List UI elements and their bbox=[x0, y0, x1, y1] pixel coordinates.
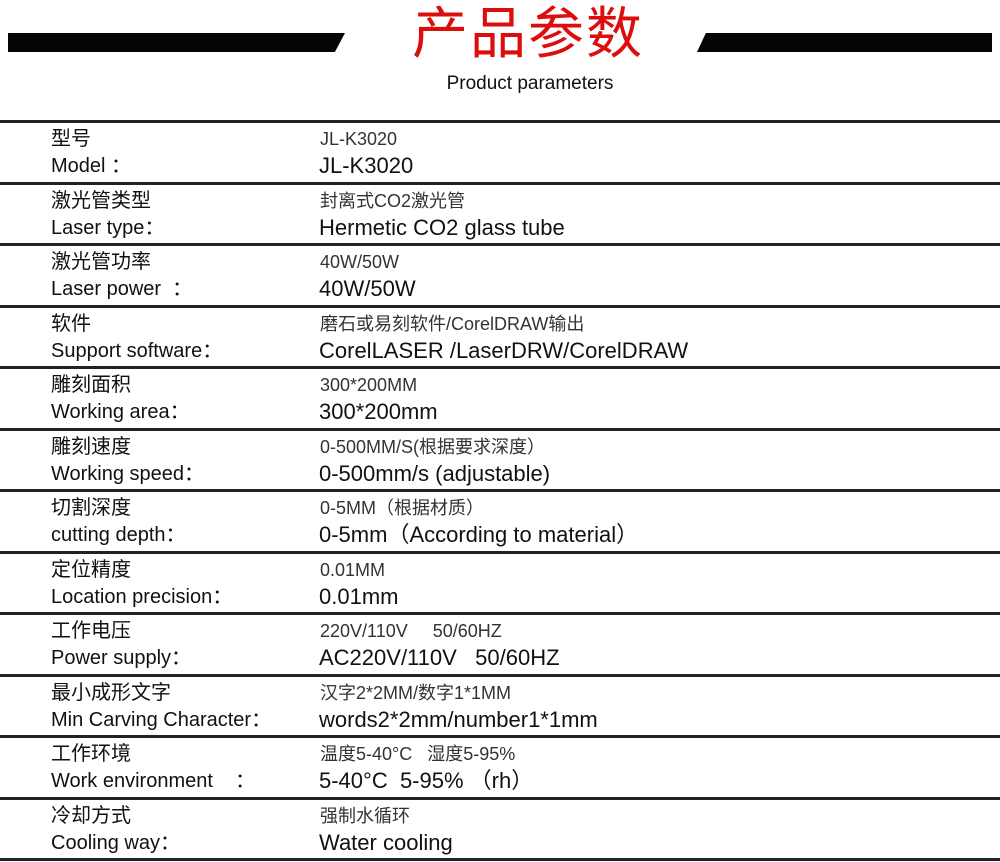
param-label-cn: 型号 bbox=[51, 128, 91, 150]
page-subtitle: Product parameters bbox=[446, 73, 614, 94]
param-label-cn: 雕刻速度 bbox=[51, 435, 131, 458]
param-value-en: words2*2mm/number1*1mm bbox=[319, 706, 598, 732]
param-value-cn: 300*200MM bbox=[320, 375, 418, 395]
param-value-en: 0-500mm/s (adjustable) bbox=[319, 460, 551, 486]
param-label-en: cutting depth： bbox=[51, 524, 186, 546]
decorative-bar-left bbox=[8, 33, 345, 52]
param-label-en: Working area： bbox=[51, 401, 190, 423]
param-label-en: Laser power ： bbox=[51, 278, 193, 300]
param-value-cn: 220V/110V 50/60HZ bbox=[320, 621, 502, 641]
param-value-en: 0-5mm（According to material） bbox=[319, 522, 639, 547]
param-label-cn: 工作电压 bbox=[51, 620, 131, 642]
param-value-cn: 0-500MM/S(根据要求深度） bbox=[320, 436, 546, 457]
param-label-cn: 定位精度 bbox=[51, 558, 131, 581]
param-label-en: Working speed： bbox=[51, 462, 205, 485]
param-value-en: 0.01mm bbox=[319, 583, 399, 609]
param-label-en: Laser type： bbox=[51, 216, 165, 239]
param-value-en: CorelLASER /LaserDRW/CorelDRAW bbox=[319, 337, 689, 363]
param-value-en: Hermetic CO2 glass tube bbox=[319, 214, 565, 240]
parameter-row: 定位精度 Location precision： 0.01MM 0.01mm bbox=[0, 550, 1000, 613]
param-value-en: AC220V/110V 50/60HZ bbox=[319, 645, 560, 670]
param-label-cn: 最小成形文字 bbox=[51, 681, 171, 704]
param-label-cn: 工作环境 bbox=[51, 743, 131, 765]
parameter-row: 激光管功率 Laser power ： 40W/50W 40W/50W bbox=[0, 243, 1000, 305]
param-label-cn: 激光管功率 bbox=[51, 251, 151, 273]
parameter-row: 雕刻面积 Working area： 300*200MM 300*200mm bbox=[0, 366, 1000, 428]
parameter-row: 冷却方式 Cooling way： 强制水循环 Water cooling bbox=[0, 796, 1000, 861]
parameter-row: 最小成形文字 Min Carving Character： 汉字2*2MM/数字1*… bbox=[0, 673, 1000, 736]
param-value-en: 40W/50W bbox=[319, 276, 416, 301]
param-value-cn: 强制水循环 bbox=[320, 805, 410, 826]
parameter-row: 雕刻速度 Working speed： 0-500MM/S(根据要求深度） 0-500… bbox=[0, 427, 1000, 490]
param-value-en: 300*200mm bbox=[319, 399, 438, 424]
param-value-en: Water cooling bbox=[319, 829, 453, 855]
param-value-cn: 汉字2*2MM/数字1*1MM bbox=[320, 682, 512, 703]
parameter-row: 软件 Support software： 磨石或易刻软件/CorelDRAW输出 Co… bbox=[0, 304, 1000, 367]
param-label-en: Power supply： bbox=[51, 647, 192, 669]
param-value-en: JL-K3020 bbox=[319, 153, 414, 178]
param-label-cn: 冷却方式 bbox=[51, 804, 131, 827]
parameter-row: 工作环境 Work environment ： 温度5-40°C 湿度5-95% 5-… bbox=[0, 735, 1000, 797]
param-value-cn: 封离式CO2激光管 bbox=[320, 190, 466, 211]
parameter-row: 激光管类型 Laser type： 封离式CO2激光管 Hermetic CO2 gl… bbox=[0, 181, 1000, 244]
param-value-cn: 40W/50W bbox=[320, 252, 400, 272]
param-label-cn: 激光管类型 bbox=[51, 189, 151, 212]
decorative-bar-right bbox=[697, 33, 992, 52]
param-value-en: 5-40°C 5-95% （rh） bbox=[319, 768, 534, 793]
page-title: 产品参数 bbox=[412, 2, 644, 67]
param-label-en: Min Carving Character： bbox=[51, 708, 272, 731]
param-label-en: Work environment ： bbox=[51, 770, 256, 792]
param-value-cn: 0.01MM bbox=[320, 559, 386, 580]
parameter-row: 型号 Model ： JL-K3020 JL-K3020 bbox=[0, 120, 1000, 182]
param-label-en: Support software： bbox=[51, 339, 223, 362]
param-value-cn: 温度5-40°C 湿度5-95% bbox=[320, 744, 516, 764]
parameter-row: 工作电压 Power supply： 220V/110V 50/60HZ AC220V… bbox=[0, 612, 1000, 674]
param-label-en: Location precision： bbox=[51, 585, 233, 608]
param-label-cn: 软件 bbox=[51, 312, 91, 335]
param-value-cn: 磨石或易刻软件/CorelDRAW输出 bbox=[320, 313, 585, 334]
parameters-table: 型号 Model ： JL-K3020 JL-K3020 激光管类型 Laser type… bbox=[0, 120, 1000, 861]
param-value-cn: JL-K3020 bbox=[320, 129, 398, 149]
param-label-cn: 切割深度 bbox=[51, 497, 131, 519]
param-label-en: Cooling way： bbox=[51, 831, 180, 854]
parameter-row: 切割深度 cutting depth： 0-5MM（根据材质） 0-5mm（Accor… bbox=[0, 489, 1000, 551]
param-value-cn: 0-5MM（根据材质） bbox=[320, 498, 485, 518]
param-label-en: Model ： bbox=[51, 155, 132, 177]
param-label-cn: 雕刻面积 bbox=[51, 374, 131, 396]
